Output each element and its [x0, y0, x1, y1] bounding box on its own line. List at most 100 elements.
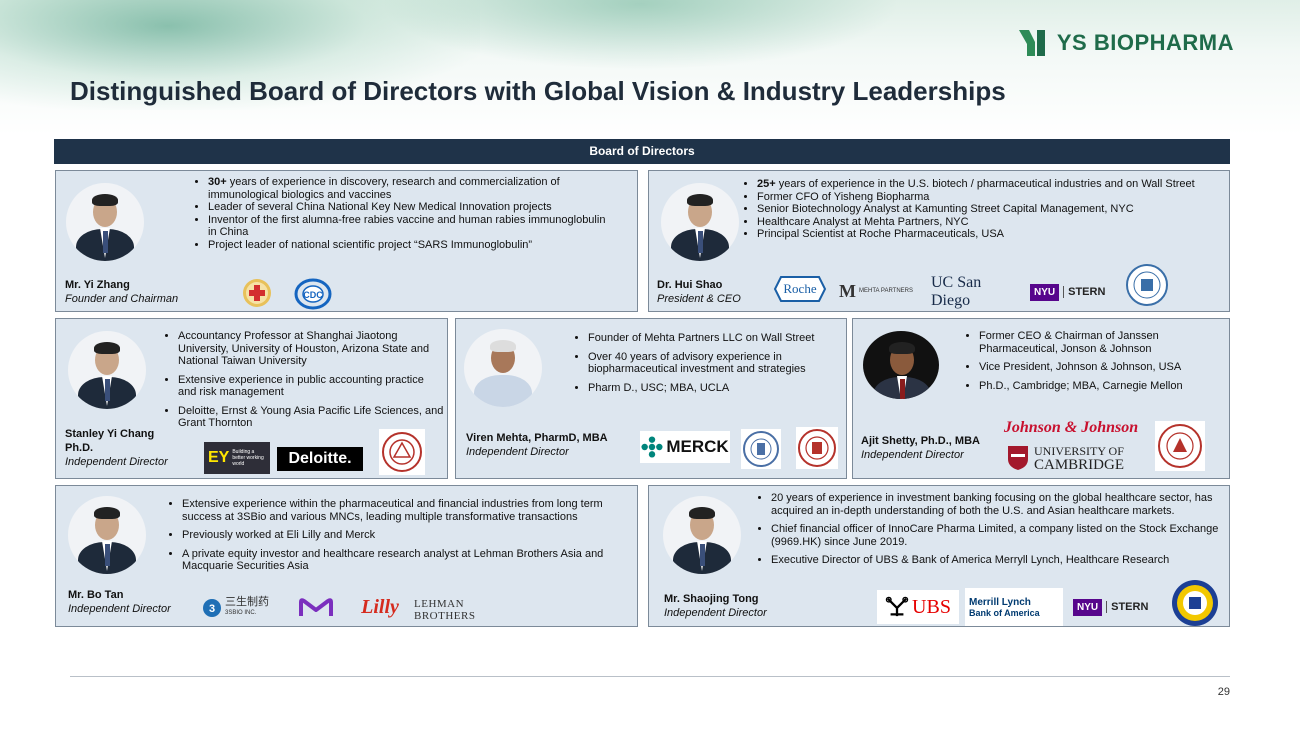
avatar: [661, 183, 739, 261]
director-card-hui-shao: 25+ years of experience in the U.S. biot…: [648, 170, 1230, 312]
page-number: 29: [1217, 686, 1230, 698]
bullet-item: Extensive experience in public accountin…: [178, 374, 444, 399]
bullet-item: Former CEO & Chairman of Janssen Pharmac…: [979, 330, 1235, 355]
bullet-item: Founder of Mehta Partners LLC on Wall St…: [588, 332, 850, 345]
director-role: Independent Director: [68, 603, 171, 615]
ys-logo-icon: [1018, 30, 1045, 56]
merck-icon: [641, 436, 663, 458]
ubs-logo: UBS: [877, 590, 959, 624]
bullet-list: Former CEO & Chairman of Janssen Pharmac…: [967, 330, 1235, 398]
bullet-item: Pharm D., USC; MBA, UCLA: [588, 382, 850, 395]
bullet-item: Executive Director of UBS & Bank of Amer…: [771, 554, 1231, 567]
china-cdc-logo: CDC: [294, 278, 332, 310]
carnegie-mellon-seal-logo: [1155, 421, 1205, 471]
avatar: [464, 329, 542, 407]
dna-background: [0, 0, 480, 110]
3sbio-mark-icon: 3: [203, 599, 221, 617]
director-card-ajit-shetty: Former CEO & Chairman of Janssen Pharmac…: [852, 318, 1230, 479]
header-banner: [0, 0, 1300, 135]
bullet-item: Senior Biotechnology Analyst at Kamuntin…: [757, 203, 1237, 216]
ucla-seal-logo: [796, 427, 838, 469]
director-role: Independent Director: [861, 449, 964, 461]
footer-divider: [70, 676, 1230, 677]
ey-logo: EY Building a better working world: [204, 442, 270, 474]
svg-text:3: 3: [209, 603, 215, 615]
nyu-stern-logo: NYU STERN: [1073, 596, 1159, 618]
director-name: Viren Mehta, PharmD, MBA: [466, 432, 608, 444]
director-card-bo-tan: Extensive experience within the pharmace…: [55, 485, 638, 627]
avatar: [66, 183, 144, 261]
director-name: Dr. Hui Shao: [657, 279, 723, 291]
bullet-list: Extensive experience within the pharmace…: [170, 498, 642, 579]
avatar: [68, 496, 146, 574]
director-role: Independent Director: [664, 607, 767, 619]
cambridge-shield-icon: [1008, 446, 1028, 470]
merck-logo: MERCK: [640, 431, 730, 463]
university-seal-logo: [379, 429, 425, 475]
ubs-keys-icon: [885, 596, 909, 617]
lilly-logo: Lilly: [361, 595, 399, 618]
avatar: [863, 331, 939, 399]
director-card-stanley-chang: Accountancy Professor at Shanghai Jiaoto…: [55, 318, 448, 479]
avatar: [68, 331, 146, 409]
merck-kgaa-logo: [299, 598, 333, 616]
director-name: Ajit Shetty, Ph.D., MBA: [861, 435, 980, 447]
director-name: Mr. Shaojing Tong: [664, 593, 759, 605]
bullet-list: 20 years of experience in investment ban…: [759, 492, 1231, 573]
3sbio-logo: 3 三生制药 3SBIO INC.: [202, 594, 280, 622]
director-name: Stanley Yi Chang: [65, 428, 155, 440]
director-degree: Ph.D.: [65, 442, 94, 454]
bullet-list: 30+ years of experience in discovery, re…: [196, 176, 608, 251]
bullet-item: 30+ years of experience in discovery, re…: [208, 176, 608, 201]
bullet-item: 20 years of experience in investment ban…: [771, 492, 1231, 517]
cambridge-logo: UNIVERSITY OF CAMBRIDGE: [1007, 441, 1141, 475]
red-cross-logo: [243, 279, 271, 307]
director-role: Independent Director: [65, 456, 168, 468]
avatar: [663, 496, 741, 574]
bullet-item: Former CFO of Yisheng Biopharma: [757, 191, 1237, 204]
nyu-stern-logo: NYU STERN: [1030, 281, 1116, 303]
roche-logo: Roche: [773, 275, 827, 303]
bullet-list: 25+ years of experience in the U.S. biot…: [745, 178, 1237, 241]
bullet-item: Leader of several China National Key New…: [208, 201, 608, 214]
mehta-partners-logo: M MEHTA PARTNERS: [839, 280, 914, 301]
director-role: Founder and Chairman: [65, 293, 179, 305]
johnson-johnson-logo: Johnson & Johnson: [1003, 419, 1139, 436]
lehman-brothers-logo: LEHMAN BROTHERS: [414, 598, 476, 622]
bullet-item: Project leader of national scientific pr…: [208, 239, 608, 252]
university-seal-logo: [1126, 264, 1168, 306]
bullet-item: Vice President, Johnson & Johnson, USA: [979, 361, 1235, 374]
company-logo: YS BIOPHARMA: [1015, 26, 1234, 60]
deloitte-logo: Deloitte.: [277, 447, 363, 471]
merrill-boa-logo: Merrill Lynch Bank of America: [965, 588, 1063, 626]
bullet-item: Previously worked at Eli Lilly and Merck: [182, 529, 642, 542]
bullet-list: Accountancy Professor at Shanghai Jiaoto…: [166, 330, 444, 436]
bullet-list: Founder of Mehta Partners LLC on Wall St…: [576, 332, 850, 400]
usc-seal-logo: [741, 429, 781, 469]
director-card-yi-zhang: 30+ years of experience in discovery, re…: [55, 170, 638, 312]
bullet-item: Extensive experience within the pharmace…: [182, 498, 642, 523]
svg-text:CDC: CDC: [303, 290, 323, 300]
bullet-item: Inventor of the first alumna-free rabies…: [208, 214, 608, 239]
bullet-item: Ph.D., Cambridge; MBA, Carnegie Mellon: [979, 380, 1235, 393]
bullet-item: Principal Scientist at Roche Pharmaceuti…: [757, 228, 1237, 241]
logo-text: YS BIOPHARMA: [1056, 30, 1234, 55]
bullet-item: Deloitte, Ernst & Young Asia Pacific Lif…: [178, 405, 444, 430]
bullet-item: 25+ years of experience in the U.S. biot…: [757, 178, 1237, 191]
bullet-item: Chief financial officer of InnoCare Phar…: [771, 523, 1231, 548]
bullet-item: Accountancy Professor at Shanghai Jiaoto…: [178, 330, 444, 368]
pitt-seal-logo: [1172, 580, 1218, 626]
director-role: Independent Director: [466, 446, 569, 458]
ucsd-logo: UC San Diego: [931, 274, 982, 309]
director-card-shaojing-tong: 20 years of experience in investment ban…: [648, 485, 1230, 627]
dna-background-glow: [380, 0, 900, 70]
bullet-item: A private equity investor and healthcare…: [182, 548, 642, 573]
page-title: Distinguished Board of Directors with Gl…: [70, 76, 1006, 106]
director-name: Mr. Yi Zhang: [65, 279, 130, 291]
director-card-viren-mehta: Founder of Mehta Partners LLC on Wall St…: [455, 318, 847, 479]
section-header: Board of Directors: [54, 139, 1230, 164]
bullet-item: Over 40 years of advisory experience in …: [588, 351, 850, 376]
bullet-item: Healthcare Analyst at Mehta Partners, NY…: [757, 216, 1237, 229]
director-name: Mr. Bo Tan: [68, 589, 124, 601]
director-role: President & CEO: [657, 293, 741, 305]
